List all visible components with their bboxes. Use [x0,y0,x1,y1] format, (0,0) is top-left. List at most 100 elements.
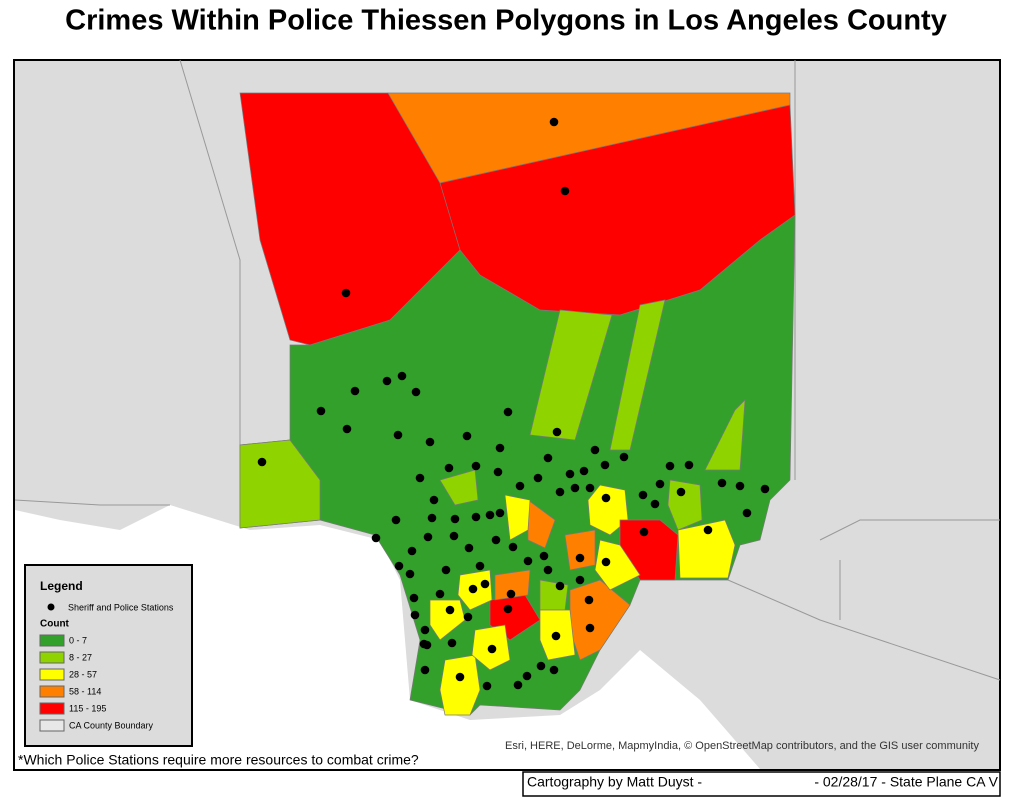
station-dot [600,460,610,470]
station-dot [495,508,505,518]
legend-swatch [39,685,65,698]
station-dot [650,499,660,509]
station-dot [463,612,473,622]
station-dot [445,605,455,615]
county-lines [14,59,1001,681]
station-dot [717,478,727,488]
station-dot [420,665,430,675]
legend-count: Count [40,619,70,630]
station-dot [410,610,420,620]
polygon [504,494,531,541]
legend-label: 28 - 57 [69,669,97,679]
legend-swatch [39,651,65,664]
station-dot [513,680,523,690]
attribution: Esri, HERE, DeLorme, MapmyIndia, © OpenS… [505,740,979,752]
station-dot [371,533,381,543]
footer-left: Cartography by Matt Duyst - [527,774,702,790]
station-dot [742,508,752,518]
station-dot [665,461,675,471]
station-dot [601,557,611,567]
polygon [564,529,596,571]
station-dot [638,490,648,500]
station-dot [590,445,600,455]
station-dot [444,463,454,473]
station-dot [419,639,429,649]
station-dot [585,623,595,633]
station-dot [491,535,501,545]
station-dot [471,461,481,471]
polygon [494,569,531,601]
station-dot [584,595,594,605]
station-dot [480,579,490,589]
footer-right: - 02/28/17 - State Plane CA V [814,774,998,790]
station-dot [503,407,513,417]
station-dot [420,625,430,635]
footer-box [522,771,1001,797]
station-dot [575,575,585,585]
station-dot [549,117,559,127]
station-dot [570,483,580,493]
polygon [609,299,666,451]
legend-items: 0 - 7 8 - 27 28 - 57 58 - 114 115 - 195 [39,634,106,715]
attribution-box: Esri, HERE, DeLorme, MapmyIndia, © OpenS… [505,740,979,752]
station-dot [575,553,585,563]
station-dot [676,487,686,497]
station-dot [391,515,401,525]
station-dot [257,457,267,467]
legend-swatch [39,702,65,715]
polygon [677,519,736,579]
station-dot [560,186,570,196]
station-dot [506,589,516,599]
station-dot [508,542,518,552]
station-dot [515,481,525,491]
station-dot [703,525,713,535]
station-dot [429,495,439,505]
station-dot [655,479,665,489]
station-dot [619,452,629,462]
station-dot [342,424,352,434]
polygon [529,309,613,441]
legend-label: 8 - 27 [69,652,92,662]
legend-label: 0 - 7 [69,635,87,645]
station-dot [425,437,435,447]
station-dot [533,473,543,483]
station-dot [565,469,575,479]
station-dot [468,584,478,594]
polygon [667,479,703,531]
station-dot [464,543,474,553]
station-dot [735,481,745,491]
station-dot [639,527,649,537]
station-dot [462,431,472,441]
station-dot [316,406,326,416]
legend-swatch [39,668,65,681]
station-dot [455,672,465,682]
title: Crimes Within Police Thiessen Polygons i… [65,5,947,37]
station-dot [760,484,770,494]
station-dot [341,288,351,298]
station-dot [471,512,481,522]
station-dot [549,665,559,675]
legend-stations: Sheriff and Police Stations [68,602,174,612]
station-dot [411,387,421,397]
legend-label: 58 - 114 [69,686,101,696]
legend-swatch [39,719,65,732]
station-dot [397,371,407,381]
legend-boundary: CA County Boundary [69,720,154,730]
station-dot [523,556,533,566]
station-dot [552,427,562,437]
station-dot [423,532,433,542]
station-dot [393,430,403,440]
station-dot [482,681,492,691]
polygon [439,469,479,506]
station-dot [475,561,485,571]
station-dot [394,561,404,571]
station-dot [684,460,694,470]
station-dot [405,569,415,579]
station-dot [441,565,451,575]
polygon [587,484,629,536]
station-dot [493,467,503,477]
stations [257,117,770,691]
legend-label: 115 - 195 [69,703,106,713]
